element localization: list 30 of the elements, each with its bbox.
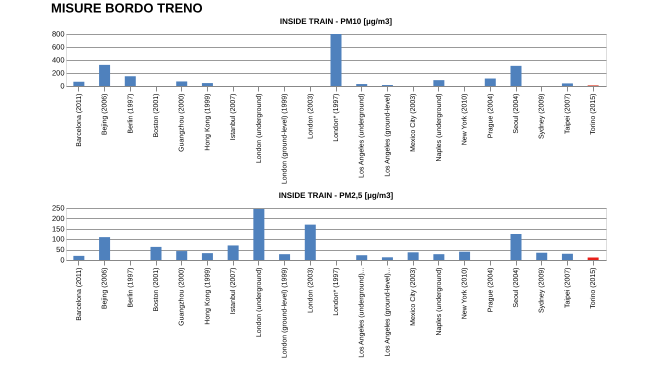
chart-title: INSIDE TRAIN - PM10 [µg/m3] bbox=[280, 17, 392, 26]
bar bbox=[73, 256, 84, 260]
bar bbox=[176, 81, 188, 86]
bar bbox=[433, 254, 444, 260]
bar bbox=[150, 246, 162, 260]
bar bbox=[228, 245, 239, 260]
bar bbox=[459, 252, 470, 260]
bar bbox=[510, 234, 522, 260]
bar bbox=[176, 251, 188, 260]
bar bbox=[433, 80, 444, 86]
bar bbox=[484, 78, 496, 86]
bar bbox=[99, 64, 110, 86]
bar bbox=[408, 252, 419, 260]
bar bbox=[536, 252, 548, 260]
bar bbox=[279, 254, 290, 260]
bar bbox=[382, 257, 393, 260]
bar bbox=[124, 76, 136, 86]
bar bbox=[304, 224, 316, 260]
bar bbox=[356, 255, 368, 260]
bar bbox=[202, 253, 213, 260]
chart-title: INSIDE TRAIN - PM2,5 [µg/m3] bbox=[278, 191, 394, 200]
bar bbox=[73, 82, 84, 86]
bar bbox=[202, 83, 213, 86]
bar bbox=[99, 237, 110, 260]
bar bbox=[330, 34, 342, 86]
text: MISURE BORDO TRENO bbox=[50, 0, 203, 16]
bar bbox=[253, 209, 264, 260]
bar bbox=[562, 254, 573, 260]
bar bbox=[510, 66, 522, 86]
bar bbox=[562, 83, 573, 86]
